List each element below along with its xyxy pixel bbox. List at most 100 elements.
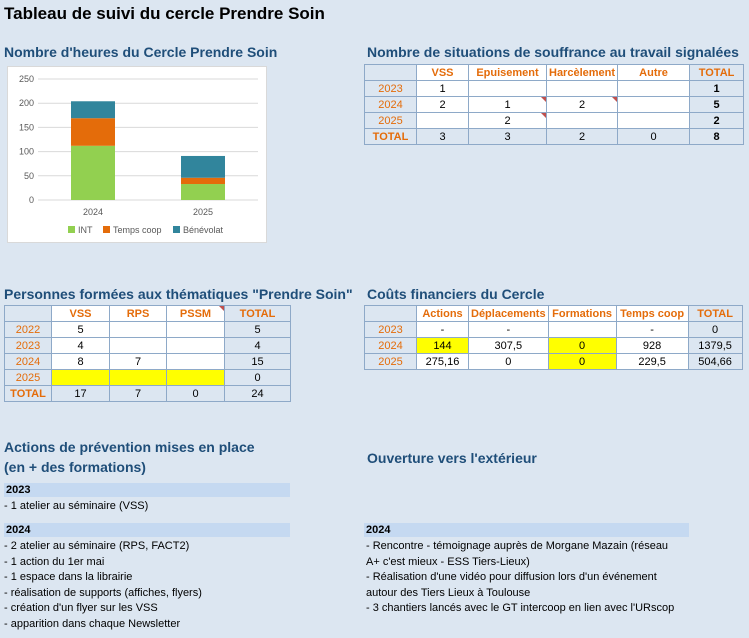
data-cell[interactable]: 2 xyxy=(416,96,469,113)
comment-indicator-icon[interactable] xyxy=(541,113,546,118)
header-cell[interactable]: Temps coop xyxy=(615,305,689,322)
total-label-cell[interactable]: TOTAL xyxy=(4,385,52,402)
bar-segment-b-n-volat[interactable] xyxy=(181,155,225,178)
total-label-cell[interactable]: TOTAL xyxy=(364,128,417,145)
data-cell[interactable]: - xyxy=(468,321,549,338)
total-cell[interactable]: 0 xyxy=(687,321,743,338)
data-cell[interactable]: 1 xyxy=(468,96,547,113)
year-cell[interactable]: 2024 xyxy=(364,337,417,354)
data-cell[interactable]: 0 xyxy=(468,353,549,370)
data-cell[interactable]: 1 xyxy=(416,80,469,97)
total-cell[interactable]: 1 xyxy=(689,80,745,97)
data-cell[interactable] xyxy=(617,96,691,113)
table-corner-cell xyxy=(364,64,417,81)
comment-indicator-icon[interactable] xyxy=(612,97,618,102)
data-cell[interactable]: 8 xyxy=(51,353,110,370)
data-cell[interactable] xyxy=(109,321,167,338)
total-cell[interactable]: 0 xyxy=(617,128,691,145)
list-item: - 1 action du 1er mai xyxy=(4,555,105,568)
data-cell[interactable]: 144 xyxy=(416,337,469,354)
bar-segment-temps-coop[interactable] xyxy=(71,118,115,146)
data-cell[interactable]: 5 xyxy=(51,321,110,338)
header-cell[interactable]: Déplacements xyxy=(468,305,549,322)
data-cell[interactable] xyxy=(51,369,110,386)
data-cell[interactable] xyxy=(617,80,691,97)
header-cell[interactable]: TOTAL xyxy=(224,305,291,322)
data-cell[interactable] xyxy=(166,353,225,370)
data-cell[interactable]: 2 xyxy=(545,96,619,113)
year-cell[interactable]: 2023 xyxy=(364,321,417,338)
year-cell[interactable]: 2023 xyxy=(364,80,417,97)
year-cell[interactable]: 2025 xyxy=(4,369,52,386)
bar-segment-b-n-volat[interactable] xyxy=(71,101,115,119)
total-cell[interactable]: 4 xyxy=(224,337,291,354)
header-cell[interactable]: Formations xyxy=(547,305,617,322)
data-cell[interactable] xyxy=(547,321,617,338)
data-cell[interactable]: 4 xyxy=(51,337,110,354)
year-cell[interactable]: 2025 xyxy=(364,112,417,129)
header-cell[interactable]: PSSM xyxy=(166,305,225,322)
data-cell[interactable]: - xyxy=(615,321,689,338)
header-cell[interactable]: Epuisement xyxy=(468,64,547,81)
year-cell[interactable]: 2024 xyxy=(364,96,417,113)
total-cell[interactable]: 2 xyxy=(689,112,745,129)
grand-total-cell[interactable]: 8 xyxy=(689,128,745,145)
total-cell[interactable]: 504,66 xyxy=(687,353,743,370)
x-tick-label: 2024 xyxy=(83,207,103,217)
year-cell[interactable]: 2025 xyxy=(364,353,417,370)
bar-segment-int[interactable] xyxy=(71,145,115,200)
header-cell[interactable]: VSS xyxy=(51,305,110,322)
ouverture-list: - Rencontre - témoignage auprès de Morga… xyxy=(366,539,674,617)
data-cell[interactable] xyxy=(166,337,225,354)
data-cell[interactable] xyxy=(166,321,225,338)
data-cell[interactable]: 307,5 xyxy=(468,337,549,354)
year-cell[interactable]: 2022 xyxy=(4,321,52,338)
data-cell[interactable]: 229,5 xyxy=(615,353,689,370)
header-cell[interactable]: TOTAL xyxy=(689,64,745,81)
data-cell[interactable]: 928 xyxy=(615,337,689,354)
header-cell[interactable]: Actions xyxy=(416,305,469,322)
data-cell[interactable]: 0 xyxy=(547,353,617,370)
table-row: 2025 0 xyxy=(4,369,291,386)
data-cell[interactable] xyxy=(109,337,167,354)
year-cell[interactable]: 2023 xyxy=(4,337,52,354)
total-cell[interactable]: 15 xyxy=(224,353,291,370)
grand-total-cell[interactable]: 24 xyxy=(224,385,291,402)
header-cell[interactable]: TOTAL xyxy=(687,305,743,322)
total-cell[interactable]: 3 xyxy=(468,128,547,145)
year-cell[interactable]: 2024 xyxy=(4,353,52,370)
comment-indicator-icon[interactable] xyxy=(541,97,546,102)
header-cell[interactable]: Harcèlement xyxy=(545,64,619,81)
total-cell[interactable]: 0 xyxy=(166,385,225,402)
total-cell[interactable]: 5 xyxy=(689,96,745,113)
data-cell[interactable] xyxy=(109,369,167,386)
comment-indicator-icon[interactable] xyxy=(219,306,224,311)
header-cell[interactable]: Autre xyxy=(617,64,691,81)
bar-segment-temps-coop[interactable] xyxy=(181,177,225,185)
total-cell[interactable]: 17 xyxy=(51,385,110,402)
hours-chart[interactable]: 0 50 100 150 200 250 2024 2025 INT Temps coop Béné… xyxy=(7,66,267,243)
data-cell[interactable] xyxy=(617,112,691,129)
data-cell[interactable]: 275,16 xyxy=(416,353,469,370)
data-cell[interactable] xyxy=(468,80,547,97)
bar-segment-int[interactable] xyxy=(181,184,225,200)
data-cell[interactable] xyxy=(545,80,619,97)
data-cell[interactable]: 0 xyxy=(547,337,617,354)
total-cell[interactable]: 0 xyxy=(224,369,291,386)
total-cell[interactable]: 1379,5 xyxy=(687,337,743,354)
header-cell[interactable]: VSS xyxy=(416,64,469,81)
data-cell[interactable] xyxy=(166,369,225,386)
data-cell[interactable] xyxy=(416,112,469,129)
couts-table: Actions Déplacements Formations Temps co… xyxy=(364,305,743,370)
data-cell[interactable] xyxy=(545,112,619,129)
data-cell[interactable]: 7 xyxy=(109,353,167,370)
total-cell[interactable]: 7 xyxy=(109,385,167,402)
header-cell[interactable]: RPS xyxy=(109,305,167,322)
data-cell[interactable]: - xyxy=(416,321,469,338)
total-cell[interactable]: 2 xyxy=(545,128,619,145)
total-cell[interactable]: 5 xyxy=(224,321,291,338)
data-cell[interactable]: 2 xyxy=(468,112,547,129)
total-cell[interactable]: 3 xyxy=(416,128,469,145)
table-row: 2023 - - - 0 xyxy=(364,321,743,338)
list-item: - réalisation de supports (affiches, fly… xyxy=(4,586,202,599)
